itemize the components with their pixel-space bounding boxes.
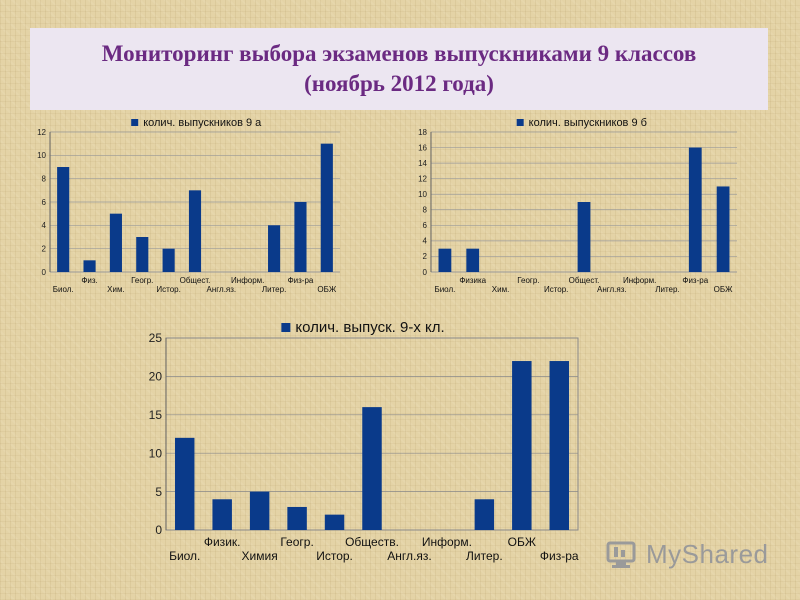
- bar: [136, 237, 149, 272]
- bar: [268, 225, 281, 272]
- bar: [287, 506, 307, 530]
- x-tick-label: Хим.: [492, 285, 510, 294]
- x-tick-label: Истор.: [544, 285, 568, 294]
- y-tick-label: 10: [37, 151, 46, 160]
- x-tick-label: Информ.: [231, 276, 264, 285]
- y-tick-label: 6: [423, 221, 428, 230]
- legend-swatch: [131, 119, 139, 126]
- x-tick-label: Биол.: [169, 549, 200, 563]
- chart-9b: 0 2 4 6 8 10 12 14 16 18 Биол. Физика Хим. Геогр. Исто…: [395, 112, 745, 302]
- x-tick-label: Биол.: [434, 285, 455, 294]
- y-tick-label: 4: [423, 237, 428, 246]
- x-tick-label: ОБЖ: [317, 285, 336, 294]
- page-title: Мониторинг выбора экзаменов выпускниками…: [101, 41, 697, 66]
- legend-swatch: [516, 119, 524, 126]
- x-tick-label: Общест.: [569, 276, 600, 285]
- legend-label: колич. выпускников 9 а: [143, 117, 262, 129]
- bar: [474, 499, 495, 530]
- bar: [688, 147, 702, 272]
- chart-svg: 0 2 4 6 8 10 12 14 16 18 Биол. Физика Хим. Геогр. Исто…: [418, 117, 737, 294]
- x-tick-label: Физик.: [204, 535, 241, 549]
- x-tick-label: Физика: [459, 276, 486, 285]
- bar: [294, 202, 307, 272]
- page-subtitle: (ноябрь 2012 года): [304, 71, 494, 96]
- x-tick-label: Литер.: [262, 285, 286, 294]
- y-tick-label: 16: [418, 143, 427, 152]
- y-tick-label: 0: [42, 268, 47, 277]
- chart-total: 0 5 10 15 20 25 Биол. Физик. Химия Геогр. Истор. Об…: [138, 318, 598, 568]
- y-tick-label: 25: [149, 331, 163, 345]
- y-tick-label: 20: [149, 370, 163, 384]
- x-tick-label: Литер.: [466, 549, 503, 563]
- x-tick-label: Физ-ра: [682, 276, 708, 285]
- y-tick-label: 14: [418, 159, 427, 168]
- watermark: MyShared: [606, 537, 770, 575]
- x-tick-label: Физ-ра: [288, 276, 314, 285]
- y-tick-label: 4: [42, 221, 47, 230]
- x-tick-label: Химия: [242, 549, 278, 563]
- x-tick-label: Истор.: [156, 285, 180, 294]
- bar: [466, 248, 480, 272]
- y-tick-label: 6: [42, 198, 47, 207]
- x-tick-label: ОБЖ: [508, 535, 536, 549]
- bar: [174, 437, 195, 530]
- x-tick-label: Англ.яз.: [207, 285, 237, 294]
- bar: [549, 361, 570, 530]
- y-tick-label: 2: [42, 244, 47, 253]
- bar: [83, 260, 96, 272]
- x-tick-label: Геогр.: [131, 276, 153, 285]
- y-tick-label: 8: [423, 206, 428, 215]
- x-tick-label: Физ.: [81, 276, 97, 285]
- bar: [512, 361, 532, 530]
- x-tick-label: Физ-ра: [540, 549, 579, 563]
- x-tick-label: Геогр.: [280, 535, 313, 549]
- bar: [362, 407, 382, 530]
- bar: [438, 248, 452, 272]
- bar: [577, 202, 591, 272]
- x-tick-label: ОБЖ: [714, 285, 733, 294]
- y-tick-label: 10: [149, 446, 163, 460]
- x-tick-label: Англ.яз.: [387, 549, 431, 563]
- bar: [716, 186, 730, 272]
- x-tick-label: Литер.: [655, 285, 679, 294]
- y-tick-label: 18: [418, 128, 427, 137]
- x-tick-label: Англ.яз.: [597, 285, 627, 294]
- x-tick-label: Общест.: [180, 276, 211, 285]
- bar: [324, 514, 345, 530]
- y-tick-label: 10: [418, 190, 427, 199]
- y-tick-label: 5: [155, 485, 162, 499]
- bar: [162, 248, 175, 272]
- x-tick-label: Истор.: [316, 549, 353, 563]
- chart-svg: 0 5 10 15 20 25 Биол. Физик.ХимияГеогр.Истор.Об…: [149, 319, 579, 563]
- y-tick-label: 8: [42, 174, 47, 183]
- x-tick-label: Геогр.: [517, 276, 539, 285]
- x-tick-label: Биол.: [53, 285, 74, 294]
- chart-svg: 0 2 4 6 8 10 12 Биол. Физ. Хим. Геогр.Истор.Общест…: [37, 117, 340, 294]
- legend-label: колич. выпускников 9 б: [529, 117, 647, 129]
- watermark-logo-icon: [606, 541, 636, 568]
- y-tick-label: 12: [418, 174, 427, 183]
- y-tick-label: 2: [423, 252, 428, 261]
- bar: [109, 213, 122, 272]
- legend-label: колич. выпуск. 9-х кл.: [295, 319, 444, 336]
- bar: [188, 190, 202, 272]
- x-tick-label: Информ.: [623, 276, 656, 285]
- bar: [249, 491, 270, 530]
- y-tick-label: 15: [149, 408, 163, 422]
- watermark-text: MyShared: [646, 539, 769, 569]
- bar: [57, 167, 70, 272]
- x-tick-label: Обществ.: [345, 535, 399, 549]
- x-tick-label: Информ.: [422, 535, 472, 549]
- y-tick-label: 0: [423, 268, 428, 277]
- x-tick-label: Хим.: [107, 285, 125, 294]
- y-tick-label: 0: [155, 523, 162, 537]
- bar: [212, 499, 232, 530]
- legend-swatch: [281, 323, 291, 332]
- title-panel: Мониторинг выбора экзаменов выпускниками…: [30, 28, 768, 110]
- y-tick-label: 12: [37, 128, 46, 137]
- chart-9a: 0 2 4 6 8 10 12 Биол. Физ. Хим. Геогр. Истор. Общест…: [30, 112, 348, 302]
- bar: [320, 143, 333, 272]
